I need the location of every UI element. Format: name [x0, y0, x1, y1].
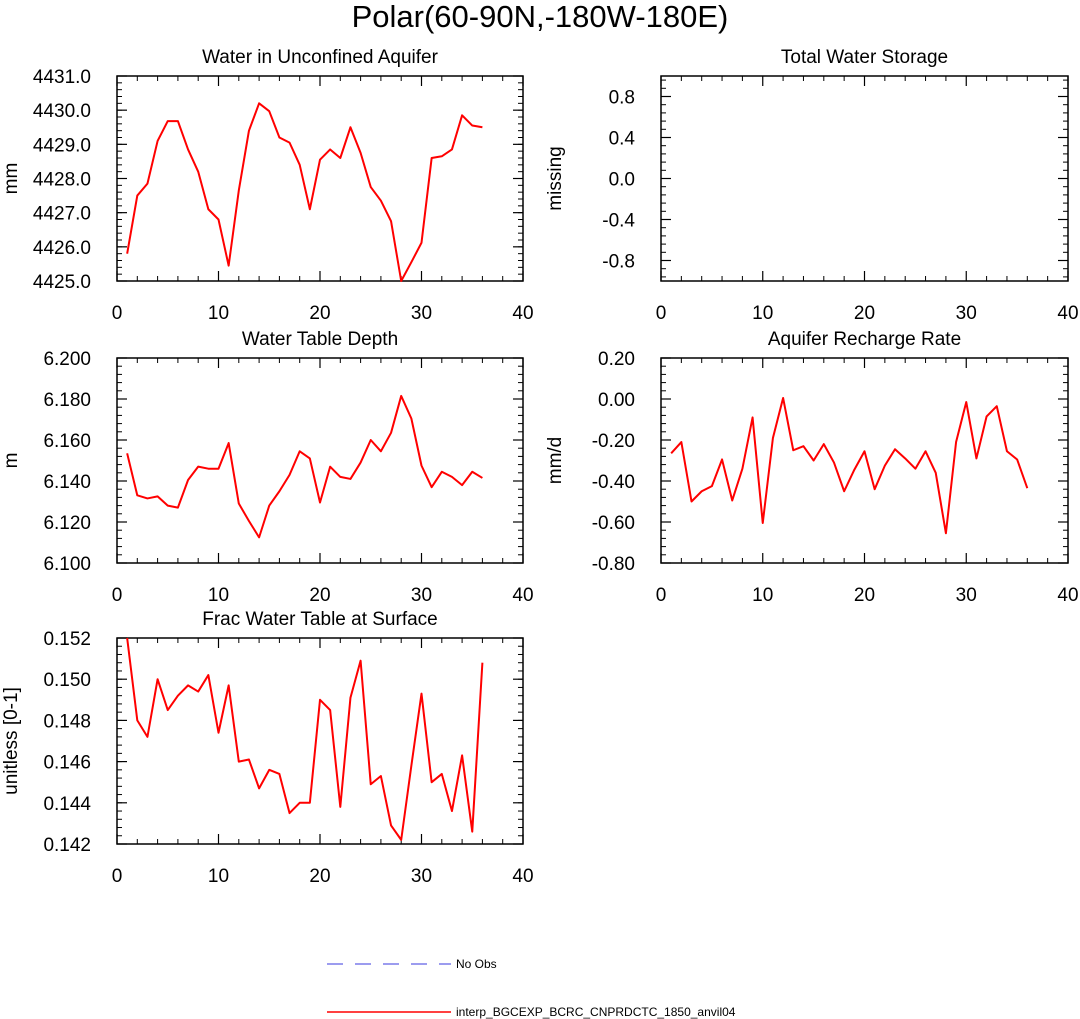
plot-frame: [660, 75, 1069, 282]
x-tick-label: 40: [1057, 303, 1078, 324]
y-tick-label: 4431.0: [33, 67, 91, 88]
x-tick-label: 20: [309, 866, 330, 887]
x-tick-label: 30: [411, 303, 432, 324]
y-tick-label: 0.144: [43, 794, 91, 815]
y-tick-label: 0.4: [609, 129, 636, 150]
y-tick-label: 0.20: [598, 349, 635, 370]
plot-frame: [116, 357, 524, 564]
y-tick-label: 0.150: [43, 670, 91, 691]
x-tick-label: 10: [208, 585, 229, 606]
legend: No Obs interp_BGCEXP_BCRC_CNPRDCTC_1850_a…: [327, 957, 736, 1019]
x-tick-label: 0: [112, 866, 123, 887]
legend-item: interp_BGCEXP_BCRC_CNPRDCTC_1850_anvil04: [327, 1005, 736, 1019]
y-tick-label: 0.146: [43, 753, 91, 774]
y-tick-label: 0.8: [609, 88, 635, 109]
x-tick-label: 0: [656, 585, 667, 606]
x-tick-label: 30: [411, 866, 432, 887]
panel-title: Water in Unconfined Aquifer: [202, 47, 439, 68]
chart-panel-1: Water in Unconfined Aquifer 0 10 20 30 40 4425…: [1, 47, 534, 324]
panel-title: Aquifer Recharge Rate: [768, 329, 961, 350]
panel-title: Frac Water Table at Surface: [202, 609, 438, 630]
x-tick-label: 0: [112, 585, 123, 606]
y-tick-label: -0.80: [592, 554, 635, 575]
x-tick-label: 40: [1057, 585, 1078, 606]
y-tick-label: 6.180: [43, 390, 91, 411]
x-tick-label: 0: [656, 303, 667, 324]
y-tick-label: 4430.0: [33, 101, 91, 122]
x-tick-label: 10: [752, 303, 773, 324]
x-tick-label: 30: [411, 585, 432, 606]
y-axis-label: m: [1, 453, 22, 469]
chart-panel-2: Total Water Storage 0 10 20 30 40 -0.8 -0.4 0.0 0…: [545, 47, 1079, 324]
x-tick-label: 0: [112, 303, 123, 324]
chart-panel-3: Water Table Depth 0 10 20 30 40 6.100 6.120 6.14…: [1, 329, 534, 606]
y-tick-label: 6.100: [43, 554, 91, 575]
plot-frame: [116, 75, 524, 282]
x-tick-label: 20: [854, 303, 875, 324]
x-tick-label: 30: [956, 585, 977, 606]
series-line: [126, 637, 484, 841]
y-tick-label: -0.20: [592, 431, 635, 452]
y-tick-label: 6.200: [43, 349, 91, 370]
legend-label: No Obs: [456, 957, 497, 971]
y-tick-label: 4426.0: [33, 238, 91, 259]
x-tick-label: 40: [512, 303, 533, 324]
y-tick-label: 6.120: [43, 513, 91, 534]
legend-label: interp_BGCEXP_BCRC_CNPRDCTC_1850_anvil04: [456, 1005, 736, 1019]
y-axis-label: unitless [0-1]: [1, 687, 22, 795]
series-line: [126, 102, 483, 282]
x-tick-label: 40: [512, 585, 533, 606]
y-tick-label: -0.40: [592, 472, 635, 493]
y-axis-label: missing: [545, 146, 566, 210]
plot-frame: [116, 637, 524, 845]
figure-title: Polar(60-90N,-180W-180E): [351, 0, 729, 34]
y-tick-label: 0.148: [43, 711, 91, 732]
y-tick-label: 0.00: [598, 390, 635, 411]
chart-panel-4: Aquifer Recharge Rate 0 10 20 30 40 -0.80 -0.60…: [545, 329, 1079, 606]
y-tick-label: 4428.0: [33, 170, 91, 191]
y-tick-label: -0.4: [602, 211, 635, 232]
y-tick-label: 6.160: [43, 431, 91, 452]
panel-title: Total Water Storage: [781, 47, 948, 68]
chart-panels: Water in Unconfined Aquifer 0 10 20 30 40 4425…: [1, 47, 1079, 887]
x-tick-label: 10: [752, 585, 773, 606]
series-line: [670, 396, 1029, 535]
series-line: [126, 394, 483, 539]
y-tick-label: 4425.0: [33, 272, 91, 293]
y-tick-label: 0.142: [43, 835, 91, 856]
x-tick-label: 20: [309, 303, 330, 324]
x-tick-label: 40: [512, 866, 533, 887]
x-tick-label: 10: [208, 303, 229, 324]
y-tick-label: -0.8: [602, 252, 635, 273]
y-axis-label: mm/d: [545, 437, 566, 485]
y-tick-label: 4429.0: [33, 135, 91, 156]
y-tick-label: 0.0: [609, 170, 635, 191]
y-axis-label: mm: [1, 163, 22, 195]
chart-panel-5: Frac Water Table at Surface 0 10 20 30 40 0.14…: [1, 609, 534, 887]
x-tick-label: 30: [956, 303, 977, 324]
x-tick-label: 10: [208, 866, 229, 887]
legend-item: No Obs: [327, 957, 497, 971]
y-tick-label: 4427.0: [33, 204, 91, 225]
y-tick-label: 6.140: [43, 472, 91, 493]
y-tick-label: -0.60: [592, 513, 635, 534]
x-tick-label: 20: [854, 585, 875, 606]
x-tick-label: 20: [309, 585, 330, 606]
y-tick-label: 0.152: [43, 629, 91, 650]
panel-title: Water Table Depth: [242, 329, 398, 350]
